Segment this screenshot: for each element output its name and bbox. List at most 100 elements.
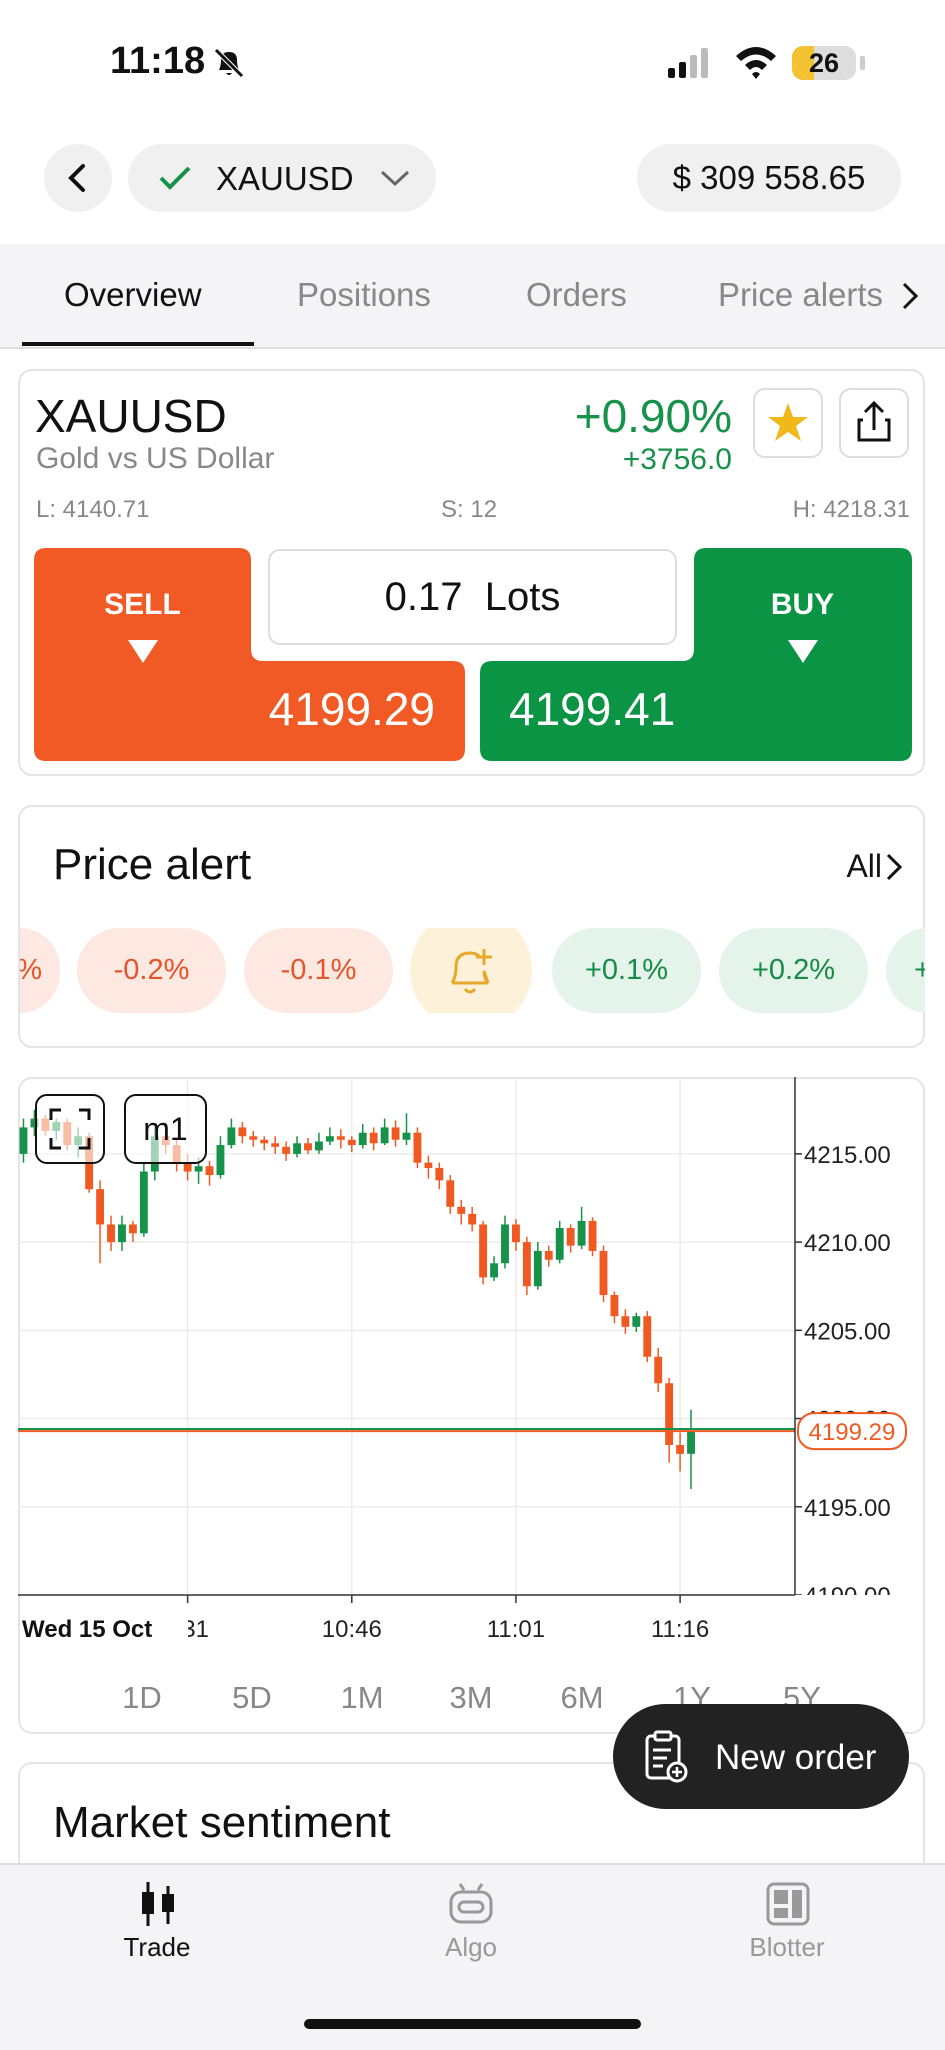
candle-body	[216, 1145, 225, 1176]
alert-chip-row: % -0.2% -0.1% +0.1% +0.2% +	[20, 928, 925, 1013]
timeframe[interactable]: 1M	[340, 1680, 384, 1715]
candle-body	[457, 1206, 466, 1214]
buy-label: BUY	[770, 588, 835, 621]
candle-body	[194, 1166, 203, 1172]
candle-body	[227, 1127, 236, 1146]
date-label-bg	[20, 1612, 188, 1646]
tab-scroll-arrow[interactable]	[898, 280, 922, 312]
candle-body	[643, 1316, 652, 1357]
alert-chip[interactable]: -0.2%	[77, 928, 226, 1013]
candle-body	[380, 1127, 389, 1144]
candle-body	[435, 1167, 444, 1181]
alert-chip[interactable]: -0.1%	[244, 928, 393, 1013]
candle-body	[676, 1445, 685, 1454]
candle-body	[304, 1143, 312, 1151]
battery-cap	[860, 56, 865, 70]
sell-button[interactable]	[34, 548, 465, 761]
favorite-button[interactable]	[753, 388, 823, 458]
symbol-selector[interactable]: XAUUSD	[128, 144, 436, 212]
y-tick-label: 4215.00	[804, 1142, 891, 1169]
candle-body	[391, 1127, 400, 1140]
tab[interactable]: Overview	[64, 276, 202, 313]
blotter-icon[interactable]	[766, 1882, 810, 1926]
candle-body	[413, 1132, 422, 1163]
new-order-button[interactable]: New order	[613, 1704, 909, 1809]
candle-body	[632, 1316, 641, 1327]
buy-price: 4199.41	[509, 683, 676, 735]
lots-input[interactable]: 0.17 Lots	[268, 549, 677, 645]
candle-body	[687, 1430, 695, 1454]
tab[interactable]: Positions	[297, 276, 431, 313]
candle-body	[183, 1162, 192, 1172]
candle-body	[19, 1127, 28, 1154]
alert-chip[interactable]: +0.1%	[552, 928, 701, 1013]
battery: 26	[792, 46, 856, 80]
quote-symbol: XAUUSD	[35, 390, 227, 442]
x-tick-label: 11:16	[651, 1616, 709, 1643]
candle-body	[511, 1224, 520, 1243]
candle-body	[501, 1224, 509, 1264]
all-link[interactable]: All	[846, 848, 882, 884]
change: +3756.0	[622, 443, 732, 476]
spread: S: 12	[441, 496, 498, 523]
timeframe[interactable]: 1D	[122, 1680, 162, 1715]
candle-body	[555, 1227, 564, 1260]
buy-button[interactable]	[480, 548, 912, 761]
y-tick-label: 4195.00	[804, 1495, 891, 1522]
candle-body	[424, 1162, 433, 1168]
share-button[interactable]	[839, 388, 909, 458]
sell-label: SELL	[104, 588, 181, 621]
tab-underline	[22, 342, 254, 346]
interval-button[interactable]: m1	[124, 1094, 207, 1164]
mute-icon	[214, 48, 244, 78]
new-order-label: New order	[715, 1738, 877, 1777]
signal-icon	[668, 48, 708, 78]
quote-name: Gold vs US Dollar	[36, 442, 275, 475]
candle-body	[118, 1224, 126, 1243]
candle-body	[260, 1139, 269, 1144]
nav-label[interactable]: Blotter	[749, 1932, 825, 1962]
status-time: 11:18	[110, 40, 206, 82]
candle-body	[358, 1132, 367, 1146]
alert-chip[interactable]: +	[886, 928, 925, 1013]
timeframe[interactable]: 6M	[560, 1680, 604, 1715]
candle-body	[139, 1171, 148, 1234]
trade-icon[interactable]	[138, 1880, 178, 1928]
all-arrow[interactable]	[884, 852, 904, 882]
alert-chip[interactable]: %	[20, 928, 60, 1013]
tab[interactable]: Price alerts	[718, 276, 884, 313]
candle-body	[369, 1132, 378, 1144]
candle-body	[107, 1224, 115, 1243]
x-tick-label: 10:46	[322, 1616, 382, 1643]
x-tick-label: 11:01	[487, 1616, 545, 1643]
alert-chip[interactable]: +0.2%	[719, 928, 868, 1013]
balance[interactable]: $ 309 558.65	[637, 144, 901, 212]
tab[interactable]: Orders	[526, 276, 627, 313]
candle-body	[621, 1316, 630, 1327]
candle-body	[566, 1227, 575, 1246]
fullscreen-button[interactable]	[35, 1094, 105, 1164]
candle-body	[665, 1383, 674, 1446]
sell-price: 4199.29	[268, 683, 435, 735]
nav-label[interactable]: Trade	[123, 1932, 191, 1962]
candle-body	[654, 1356, 663, 1384]
add-alert-button[interactable]	[410, 928, 532, 1013]
day-low: L: 4140.71	[36, 496, 150, 523]
back-button[interactable]	[44, 144, 112, 212]
candle-body	[271, 1143, 280, 1147]
nav-label[interactable]: Algo	[444, 1932, 498, 1962]
candle-body	[599, 1250, 608, 1296]
candle-body	[347, 1139, 356, 1146]
candle-body	[336, 1136, 345, 1140]
candle-body	[577, 1220, 586, 1246]
home-indicator	[304, 2019, 641, 2029]
day-high: H: 4218.31	[792, 496, 910, 523]
timeframe[interactable]: 3M	[449, 1680, 493, 1715]
candle-body	[30, 1118, 39, 1128]
candlestick-chart: 4190.004195.004200.004205.004210.004215.…	[18, 1077, 907, 1646]
candle-body	[610, 1295, 619, 1317]
timeframe[interactable]: 5D	[232, 1680, 272, 1715]
y-tick-label: 4205.00	[804, 1318, 891, 1345]
algo-icon[interactable]	[448, 1880, 494, 1928]
